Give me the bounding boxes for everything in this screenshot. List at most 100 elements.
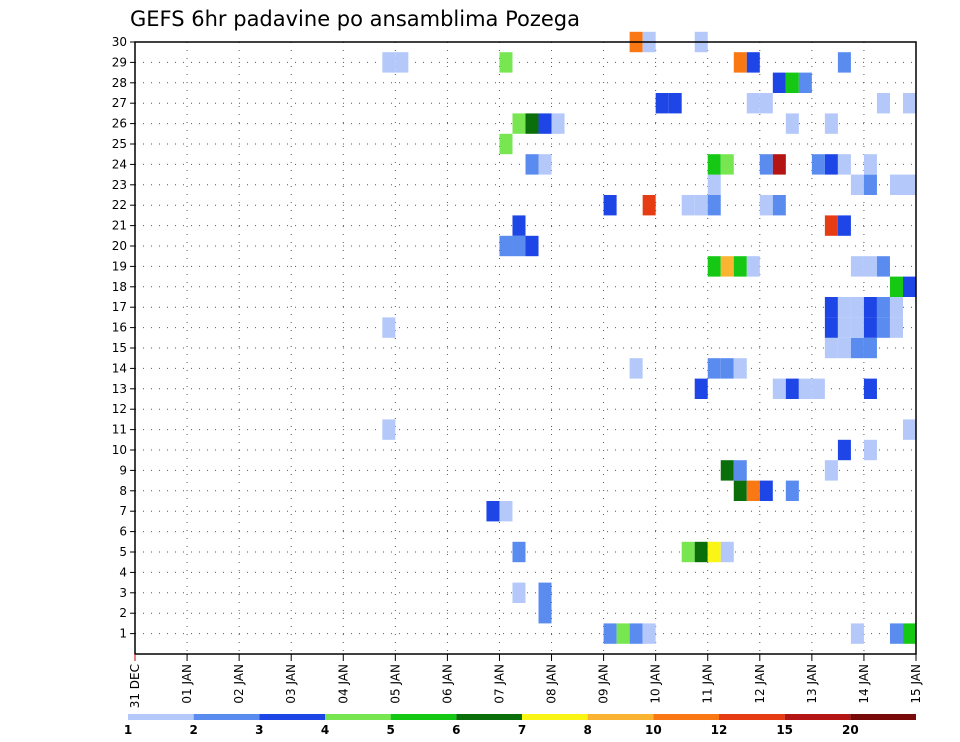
- precip-cell: [525, 235, 539, 257]
- precip-cell: [603, 623, 617, 644]
- precip-cell: [824, 297, 838, 318]
- precip-cell: [538, 603, 552, 624]
- y-tick-label: 22: [112, 198, 127, 212]
- precip-cell: [538, 154, 552, 175]
- precip-cell: [733, 460, 747, 481]
- precip-cell: [798, 72, 812, 93]
- y-tick-label: 7: [119, 504, 127, 518]
- colorbar-swatch: [390, 714, 457, 720]
- precip-cell: [889, 174, 903, 195]
- colorbar-label: 7: [518, 723, 526, 737]
- y-tick-label: 11: [112, 423, 127, 437]
- precip-cell: [746, 256, 760, 277]
- precip-cell: [694, 541, 708, 563]
- precip-cell: [876, 256, 890, 277]
- precip-cell: [902, 174, 916, 195]
- precip-cell: [785, 113, 799, 134]
- precip-cell: [668, 93, 682, 114]
- precip-cell: [863, 297, 877, 318]
- precipitation-cells: [382, 31, 916, 644]
- precip-cell: [798, 378, 812, 399]
- y-tick-label: 29: [112, 55, 127, 69]
- y-tick-label: 16: [112, 321, 127, 335]
- y-tick-label: 18: [112, 280, 127, 294]
- y-tick-label: 24: [112, 157, 127, 171]
- precip-cell: [863, 317, 877, 338]
- precip-cell: [603, 195, 617, 216]
- x-tick-label: 01 JAN: [180, 664, 194, 704]
- precip-cell: [850, 256, 864, 277]
- precip-cell: [681, 541, 695, 563]
- x-axis-ticks: 31 DEC 01 JAN 02 JAN 03 JAN 04 JAN 05 JAN 06 J…: [128, 654, 923, 708]
- x-tick-label: 12 JAN: [753, 664, 767, 704]
- precip-cell: [499, 52, 513, 73]
- precip-cell: [733, 256, 747, 277]
- precip-cell: [824, 154, 838, 175]
- y-tick-label: 9: [119, 463, 127, 477]
- colorbar-label: 1: [124, 723, 132, 737]
- colorbar-swatch: [259, 714, 325, 720]
- y-tick-label: 5: [119, 545, 127, 559]
- y-tick-label: 2: [119, 606, 127, 620]
- x-tick-label: 14 JAN: [857, 664, 871, 704]
- y-tick-label: 12: [112, 402, 127, 416]
- colorbar-label: 3: [255, 723, 263, 737]
- colorbar-label: 10: [645, 723, 662, 737]
- x-tick-label: 04 JAN: [336, 664, 350, 704]
- precip-cell: [824, 317, 838, 338]
- colorbar-swatch: [850, 714, 916, 720]
- y-tick-label: 8: [119, 484, 127, 498]
- y-tick-label: 4: [119, 565, 127, 579]
- precip-cell: [655, 93, 669, 114]
- precip-cell: [694, 378, 708, 399]
- x-tick-label: 11 JAN: [701, 664, 715, 704]
- precip-cell: [785, 378, 799, 399]
- precip-cell: [395, 52, 409, 73]
- precip-cell: [863, 337, 877, 359]
- precip-cell: [746, 52, 760, 73]
- y-tick-label: 21: [112, 219, 127, 233]
- precip-cell: [707, 541, 721, 563]
- colorbar-label: 20: [842, 723, 859, 737]
- x-tick-label: 31 DEC: [128, 664, 142, 708]
- x-tick-label: 08 JAN: [545, 664, 559, 704]
- colorbar-label: 6: [452, 723, 460, 737]
- precip-cell: [837, 52, 851, 73]
- precip-cell: [811, 154, 825, 175]
- precip-cell: [824, 460, 838, 481]
- precip-cell: [642, 195, 656, 216]
- precip-cell: [863, 256, 877, 277]
- precip-cell: [824, 337, 838, 359]
- precip-cell: [759, 93, 773, 114]
- precip-cell: [382, 317, 396, 338]
- y-tick-label: 10: [112, 443, 127, 457]
- precip-cell: [863, 378, 877, 399]
- precip-cell: [720, 541, 734, 563]
- precip-cell: [499, 133, 513, 155]
- precip-cell: [720, 154, 734, 175]
- colorbar-legend: 1 2 3 4 5 6 7 8 10 12 15 20: [124, 714, 916, 737]
- precip-cell: [876, 297, 890, 318]
- precip-cell: [707, 154, 721, 175]
- colorbar-label: 5: [386, 723, 394, 737]
- y-tick-label: 27: [112, 96, 127, 110]
- precip-cell: [746, 93, 760, 114]
- colorbar-label: 4: [321, 723, 329, 737]
- x-tick-label: 06 JAN: [440, 664, 454, 704]
- precip-cell: [538, 113, 552, 134]
- precip-cell: [863, 439, 877, 461]
- y-tick-label: 26: [112, 117, 127, 131]
- precip-cell: [876, 93, 890, 114]
- colorbar-swatch: [522, 714, 588, 720]
- precip-cell: [538, 582, 552, 603]
- precip-cell: [837, 215, 851, 236]
- precip-cell: [811, 378, 825, 399]
- precip-cell: [850, 317, 864, 338]
- y-tick-label: 25: [112, 137, 127, 151]
- precip-cell: [850, 623, 864, 644]
- x-tick-label: 07 JAN: [492, 664, 506, 704]
- colorbar-swatch: [325, 714, 391, 720]
- precip-cell: [707, 174, 721, 195]
- y-tick-label: 14: [112, 361, 127, 375]
